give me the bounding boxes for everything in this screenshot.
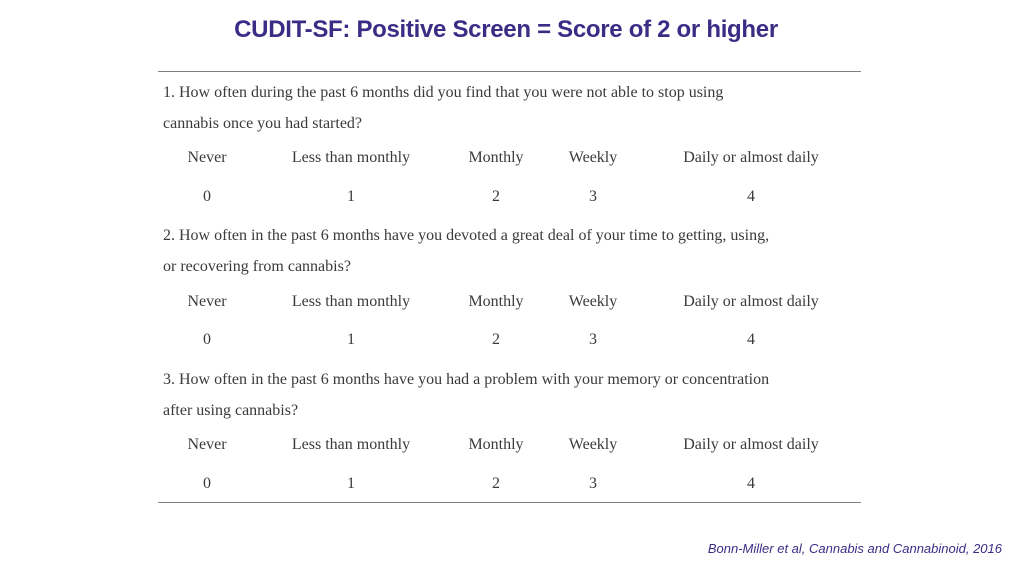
slide-title: CUDIT-SF: Positive Screen = Score of 2 o… <box>234 16 778 43</box>
q3-option-monthly: Monthly <box>468 436 524 453</box>
q3-option-daily: Daily or almost daily <box>683 436 819 453</box>
question-1-line-1: 1. How often during the past 6 months di… <box>163 84 724 101</box>
q1-option-monthly: Monthly <box>468 149 524 166</box>
q3-option-never: Never <box>187 436 227 453</box>
question-3: 3. How often in the past 6 months have y… <box>163 364 863 426</box>
q3-option-weekly: Weekly <box>568 436 618 453</box>
q1-option-less-than-monthly: Less than monthly <box>291 149 411 166</box>
q2-score-4: 4 <box>747 331 755 348</box>
q1-score-0: 0 <box>203 188 211 205</box>
q2-score-3: 3 <box>589 331 597 348</box>
question-2: 2. How often in the past 6 months have y… <box>163 220 863 282</box>
q2-option-never: Never <box>187 293 227 310</box>
q3-score-2: 2 <box>492 475 500 492</box>
q2-option-daily: Daily or almost daily <box>683 293 819 310</box>
q3-score-1: 1 <box>347 475 355 492</box>
q1-score-3: 3 <box>589 188 597 205</box>
q2-score-0: 0 <box>203 331 211 348</box>
question-1-line-2: cannabis once you had started? <box>163 115 363 132</box>
q2-score-1: 1 <box>347 331 355 348</box>
q1-option-weekly: Weekly <box>568 149 618 166</box>
question-2-line-2: or recovering from cannabis? <box>163 258 351 275</box>
q1-option-never: Never <box>187 149 227 166</box>
q2-option-less-than-monthly: Less than monthly <box>291 293 411 310</box>
q3-score-4: 4 <box>747 475 755 492</box>
q3-score-0: 0 <box>203 475 211 492</box>
question-3-line-1: 3. How often in the past 6 months have y… <box>163 371 770 388</box>
bottom-divider <box>158 502 861 503</box>
q1-option-daily: Daily or almost daily <box>683 149 819 166</box>
q1-score-1: 1 <box>347 188 355 205</box>
q2-option-monthly: Monthly <box>468 293 524 310</box>
question-2-line-1: 2. How often in the past 6 months have y… <box>163 227 770 244</box>
top-divider <box>158 71 861 72</box>
q1-score-4: 4 <box>747 188 755 205</box>
q2-option-weekly: Weekly <box>568 293 618 310</box>
q1-score-2: 2 <box>492 188 500 205</box>
citation: Bonn-Miller et al, Cannabis and Cannabin… <box>707 541 1002 556</box>
q2-score-2: 2 <box>492 331 500 348</box>
question-1: 1. How often during the past 6 months di… <box>163 77 863 139</box>
q3-option-less-than-monthly: Less than monthly <box>291 436 411 453</box>
question-3-line-2: after using cannabis? <box>163 402 299 419</box>
q3-score-3: 3 <box>589 475 597 492</box>
